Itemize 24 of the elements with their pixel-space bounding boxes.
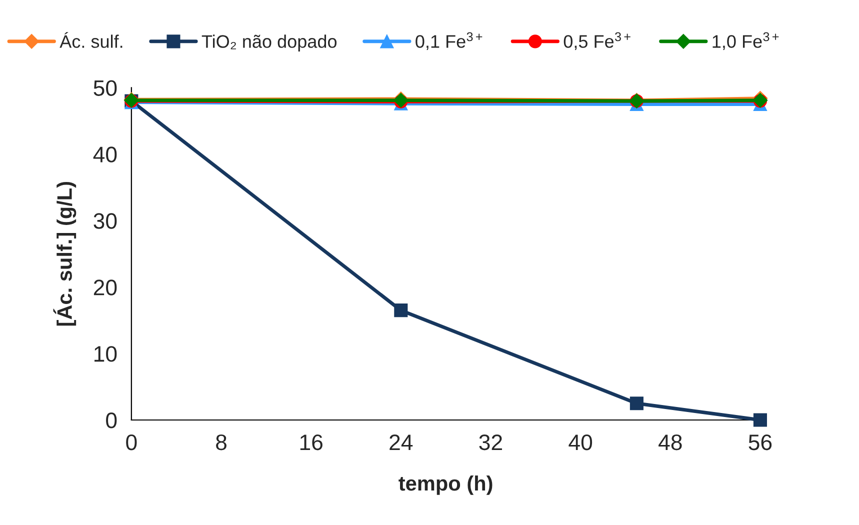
point <box>753 413 767 427</box>
legend-label: 0,5 Fe$^{3+}$ <box>564 32 630 50</box>
x-tick-label: 24 <box>390 434 413 450</box>
x-tick-label: 40 <box>568 434 592 450</box>
legend-label: 1,0 Fe$^{3+}$ <box>712 32 779 50</box>
y-axis-title: [Ác. sulf.] (g/L) <box>53 182 76 326</box>
y-tick-label: 0 <box>106 412 117 428</box>
x-tick-label: 16 <box>300 434 322 450</box>
y-tick-label: 20 <box>94 280 117 296</box>
x-axis-title: tempo (h) <box>398 475 492 495</box>
x-tick-label: 32 <box>479 434 502 450</box>
y-tick-label: 50 <box>94 80 117 96</box>
legend-label: Ác. sulf. <box>60 32 122 48</box>
y-tick-label: 30 <box>94 213 117 229</box>
point <box>394 304 408 318</box>
y-tick-label: 40 <box>93 146 117 162</box>
x-tick-label: 48 <box>658 434 682 450</box>
x-tick-label: 56 <box>748 434 772 450</box>
x-tick-label: 8 <box>216 434 226 450</box>
legend-label: 0,1 Fe$^{3+}$ <box>416 32 482 50</box>
y-tick-label: 10 <box>94 346 117 362</box>
point <box>630 396 644 410</box>
legend-label: TiO₂ não dopado <box>202 34 337 52</box>
x-tick-label: 0 <box>126 434 137 450</box>
